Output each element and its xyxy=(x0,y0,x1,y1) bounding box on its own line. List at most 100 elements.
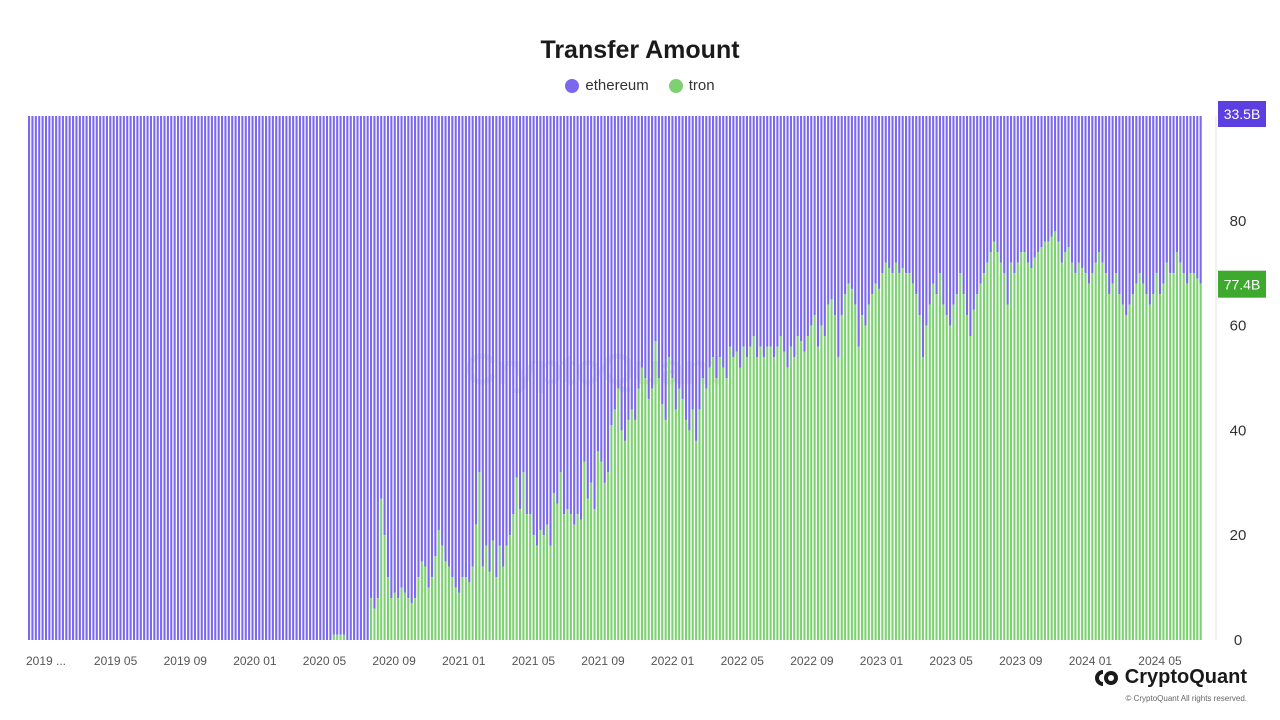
bar-tron[interactable] xyxy=(407,598,410,640)
bar-ethereum[interactable] xyxy=(918,116,921,316)
bar-ethereum[interactable] xyxy=(789,116,792,347)
bar-tron[interactable] xyxy=(1077,262,1080,640)
bar-ethereum[interactable] xyxy=(657,116,660,378)
bar-ethereum[interactable] xyxy=(397,116,400,599)
bar-tron[interactable] xyxy=(1172,273,1175,640)
bar-ethereum[interactable] xyxy=(1135,116,1138,284)
bar-tron[interactable] xyxy=(1114,273,1118,640)
bar-tron[interactable] xyxy=(1128,304,1131,640)
bar-ethereum[interactable] xyxy=(1128,116,1131,305)
bar-ethereum[interactable] xyxy=(576,116,579,515)
bar-tron[interactable] xyxy=(871,294,874,640)
bar-ethereum[interactable] xyxy=(701,116,704,378)
bar-tron[interactable] xyxy=(1070,262,1074,640)
bar-ethereum[interactable] xyxy=(373,116,376,609)
bar-tron[interactable] xyxy=(1162,283,1165,640)
bar-tron[interactable] xyxy=(529,514,532,640)
bar-ethereum[interactable] xyxy=(319,116,322,640)
bar-tron[interactable] xyxy=(1037,252,1040,641)
bar-ethereum[interactable] xyxy=(1054,116,1057,232)
bar-tron[interactable] xyxy=(1013,273,1016,640)
bar-tron[interactable] xyxy=(979,283,982,640)
bar-ethereum[interactable] xyxy=(962,116,965,295)
bar-tron[interactable] xyxy=(607,472,610,640)
bar-ethereum[interactable] xyxy=(207,116,210,640)
bar-ethereum[interactable] xyxy=(359,116,362,640)
bar-ethereum[interactable] xyxy=(803,116,806,352)
bar-ethereum[interactable] xyxy=(986,116,989,263)
bar-ethereum[interactable] xyxy=(820,116,823,326)
bar-ethereum[interactable] xyxy=(495,116,498,578)
bar-ethereum[interactable] xyxy=(285,116,288,640)
bar-ethereum[interactable] xyxy=(258,116,261,640)
bar-ethereum[interactable] xyxy=(684,116,688,420)
bar-ethereum[interactable] xyxy=(698,116,701,410)
bar-ethereum[interactable] xyxy=(610,116,613,426)
bar-ethereum[interactable] xyxy=(850,116,853,289)
bar-ethereum[interactable] xyxy=(549,116,552,546)
bar-ethereum[interactable] xyxy=(342,116,346,635)
bar-ethereum[interactable] xyxy=(942,116,945,305)
bar-ethereum[interactable] xyxy=(705,116,708,389)
bar-tron[interactable] xyxy=(593,509,596,640)
bar-ethereum[interactable] xyxy=(833,116,837,316)
bar-tron[interactable] xyxy=(830,299,833,640)
bar-tron[interactable] xyxy=(424,566,427,640)
bar-ethereum[interactable] xyxy=(596,116,599,452)
bar-tron[interactable] xyxy=(1026,262,1030,640)
bar-ethereum[interactable] xyxy=(403,116,406,593)
bar-ethereum[interactable] xyxy=(928,116,931,305)
bar-ethereum[interactable] xyxy=(861,116,864,316)
bar-ethereum[interactable] xyxy=(969,116,972,337)
bar-ethereum[interactable] xyxy=(678,116,681,389)
bar-ethereum[interactable] xyxy=(786,116,789,368)
bar-ethereum[interactable] xyxy=(976,116,979,295)
bar-ethereum[interactable] xyxy=(1169,116,1172,274)
bar-tron[interactable] xyxy=(1006,304,1009,640)
bar-ethereum[interactable] xyxy=(725,116,728,378)
bar-tron[interactable] xyxy=(1067,247,1070,640)
bar-tron[interactable] xyxy=(1196,278,1199,640)
bar-tron[interactable] xyxy=(583,461,586,640)
bar-tron[interactable] xyxy=(1175,252,1179,641)
bar-ethereum[interactable] xyxy=(708,116,711,368)
bar-ethereum[interactable] xyxy=(502,116,505,567)
bar-ethereum[interactable] xyxy=(617,116,620,389)
bar-ethereum[interactable] xyxy=(972,116,975,310)
bar-tron[interactable] xyxy=(464,577,467,640)
bar-tron[interactable] xyxy=(522,472,525,640)
bar-tron[interactable] xyxy=(678,388,681,640)
bar-tron[interactable] xyxy=(908,273,911,640)
bar-tron[interactable] xyxy=(461,577,464,640)
bar-ethereum[interactable] xyxy=(116,116,119,640)
bar-tron[interactable] xyxy=(512,514,515,640)
bar-ethereum[interactable] xyxy=(816,116,820,347)
bar-ethereum[interactable] xyxy=(989,116,992,253)
bar-ethereum[interactable] xyxy=(505,116,508,546)
bar-ethereum[interactable] xyxy=(447,116,450,567)
bar-tron[interactable] xyxy=(779,336,782,640)
bar-ethereum[interactable] xyxy=(231,116,234,640)
bar-tron[interactable] xyxy=(1060,262,1063,640)
bar-tron[interactable] xyxy=(837,357,840,640)
bar-tron[interactable] xyxy=(1135,283,1138,640)
bar-tron[interactable] xyxy=(949,325,952,640)
bar-ethereum[interactable] xyxy=(901,116,904,268)
bar-tron[interactable] xyxy=(1101,262,1104,640)
bar-tron[interactable] xyxy=(617,388,620,640)
bar-tron[interactable] xyxy=(921,357,925,640)
bar-tron[interactable] xyxy=(417,577,420,640)
bar-tron[interactable] xyxy=(386,577,390,640)
bar-tron[interactable] xyxy=(762,357,765,640)
bar-ethereum[interactable] xyxy=(911,116,914,284)
bar-tron[interactable] xyxy=(491,540,494,640)
bar-tron[interactable] xyxy=(1057,241,1060,640)
bar-ethereum[interactable] xyxy=(1070,116,1074,263)
bar-tron[interactable] xyxy=(1169,273,1172,640)
bar-ethereum[interactable] xyxy=(78,116,81,640)
bar-tron[interactable] xyxy=(1074,273,1077,640)
bar-ethereum[interactable] xyxy=(214,116,217,640)
bar-ethereum[interactable] xyxy=(265,116,268,640)
bar-ethereum[interactable] xyxy=(945,116,948,316)
bar-ethereum[interactable] xyxy=(1142,116,1145,284)
